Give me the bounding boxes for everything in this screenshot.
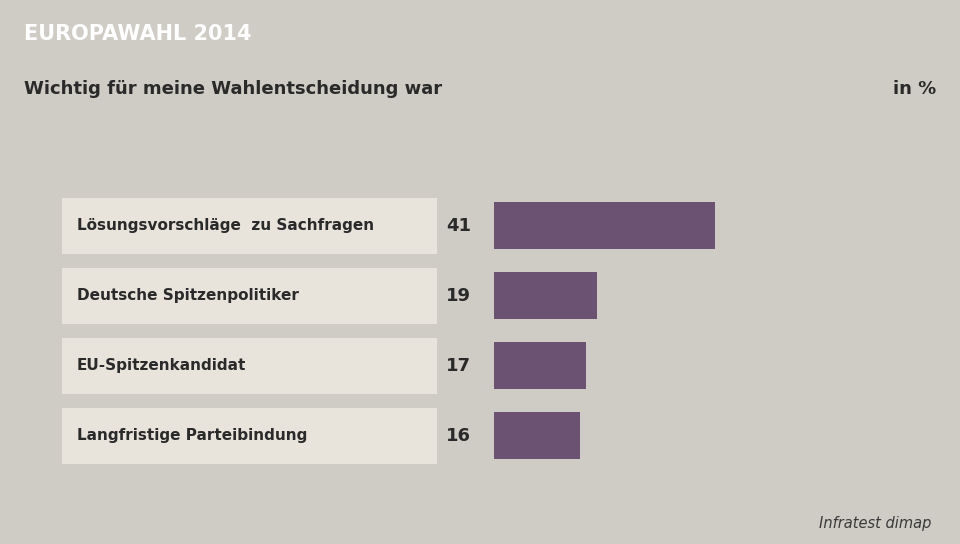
- FancyBboxPatch shape: [494, 273, 596, 319]
- Text: Lösungsvorschläge  zu Sachfragen: Lösungsvorschläge zu Sachfragen: [77, 218, 374, 233]
- Text: 41: 41: [446, 217, 471, 235]
- FancyBboxPatch shape: [494, 342, 586, 390]
- FancyBboxPatch shape: [494, 202, 715, 249]
- Text: in %: in %: [893, 81, 936, 98]
- FancyBboxPatch shape: [62, 338, 437, 394]
- Text: 19: 19: [446, 287, 471, 305]
- Text: EUROPAWAHL 2014: EUROPAWAHL 2014: [24, 24, 252, 45]
- Text: 16: 16: [446, 427, 471, 445]
- Text: Wichtig für meine Wahlentscheidung war: Wichtig für meine Wahlentscheidung war: [24, 81, 443, 98]
- FancyBboxPatch shape: [494, 412, 581, 460]
- FancyBboxPatch shape: [62, 408, 437, 464]
- Text: Deutsche Spitzenpolitiker: Deutsche Spitzenpolitiker: [77, 288, 299, 304]
- Text: 17: 17: [446, 357, 471, 375]
- Text: Infratest dimap: Infratest dimap: [819, 516, 931, 530]
- Text: EU-Spitzenkandidat: EU-Spitzenkandidat: [77, 358, 246, 373]
- FancyBboxPatch shape: [62, 268, 437, 324]
- FancyBboxPatch shape: [62, 198, 437, 254]
- Text: Langfristige Parteibindung: Langfristige Parteibindung: [77, 429, 307, 443]
